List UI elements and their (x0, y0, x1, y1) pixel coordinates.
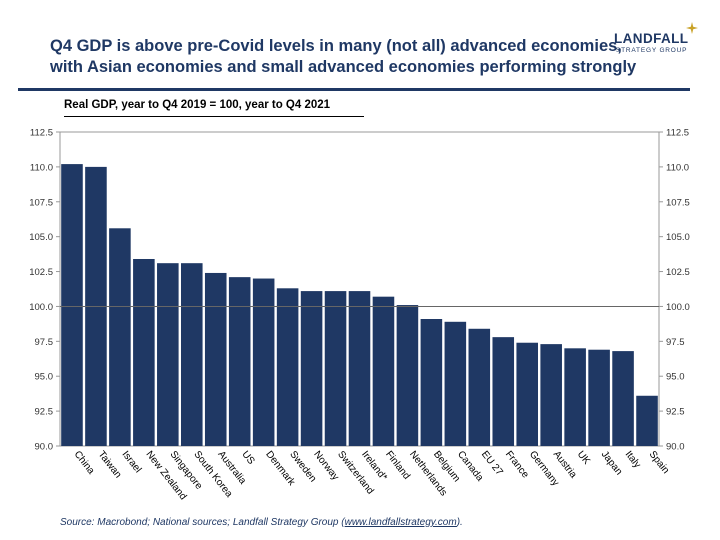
bar-singapore (157, 263, 179, 446)
x-tick-label: UK (575, 449, 592, 467)
star-icon (686, 22, 698, 34)
bar-austria (540, 344, 562, 446)
x-tick-label: Israel (120, 449, 144, 475)
x-tick-label: US (239, 449, 256, 467)
bar-belgium (420, 319, 443, 446)
bar-new-zealand (133, 258, 155, 446)
bar-finland (372, 296, 395, 446)
bar-south-korea (180, 263, 203, 446)
bar-china (61, 164, 83, 446)
y-tick-label-left: 112.5 (30, 128, 53, 139)
x-tick-label: China (72, 449, 97, 477)
y-tick-label-left: 97.5 (35, 337, 54, 348)
y-tick-label-left: 105.0 (29, 232, 53, 243)
y-tick-label-right: 95.0 (666, 372, 685, 383)
y-tick-label-right: 105.0 (666, 232, 690, 243)
bar-us (228, 277, 251, 446)
x-tick-label: France (503, 449, 531, 481)
chart-title: Q4 GDP is above pre-Covid levels in many… (50, 36, 637, 78)
y-tick-label-right: 97.5 (666, 337, 685, 348)
y-tick-label-left: 100.0 (29, 302, 53, 313)
y-tick-label-left: 102.5 (29, 267, 53, 278)
bar-netherlands (396, 305, 419, 446)
y-tick-label-left: 95.0 (35, 372, 54, 383)
bar-france (492, 337, 515, 446)
source-note: Source: Macrobond; National sources; Lan… (60, 517, 463, 528)
bar-eu-27 (468, 328, 491, 446)
x-tick-label: Taiwan (96, 449, 124, 480)
x-tick-label: Spain (647, 449, 671, 476)
chart-subtitle: Real GDP, year to Q4 2019 = 100, year to… (64, 99, 331, 111)
logo-tagline: STRATEGY GROUP (616, 47, 688, 54)
bar-italy (612, 351, 634, 446)
bar-ireland (348, 291, 371, 446)
y-tick-label-right: 92.5 (666, 407, 685, 418)
bar-sweden (276, 288, 299, 446)
source-prefix: Source: Macrobond; National sources; Lan… (60, 517, 345, 528)
bar-uk (564, 348, 586, 446)
bar-denmark (252, 278, 275, 446)
bar-spain (636, 395, 658, 446)
bar-switzerland (324, 291, 347, 446)
bar-norway (300, 291, 323, 446)
landfall-logo: LANDFALL STRATEGY GROUP (612, 22, 702, 62)
y-tick-label-right: 107.5 (666, 197, 690, 208)
x-tick-label: Japan (599, 449, 624, 477)
subtitle-underline (64, 116, 364, 117)
source-link[interactable]: www.landfallstrategy.com (344, 517, 457, 528)
y-tick-label-right: 102.5 (666, 267, 690, 278)
y-tick-label-right: 112.5 (666, 128, 689, 139)
y-tick-label-right: 110.0 (666, 162, 689, 173)
title-line-1: Q4 GDP is above pre-Covid levels in many… (50, 37, 622, 55)
y-tick-label-left: 90.0 (35, 442, 54, 453)
title-line-2: with Asian economies and small advanced … (50, 58, 637, 76)
y-tick-label-left: 110.0 (30, 162, 53, 173)
logo-wordmark: LANDFALL (614, 31, 689, 46)
y-tick-label-left: 107.5 (29, 197, 53, 208)
bar-germany (516, 342, 539, 446)
bar-israel (109, 228, 131, 446)
header-divider (18, 88, 690, 91)
bar-japan (588, 349, 610, 446)
x-tick-label: Italy (623, 449, 643, 470)
bar-australia (204, 272, 227, 446)
y-tick-label-right: 100.0 (666, 302, 690, 313)
bar-canada (444, 321, 467, 446)
source-suffix: ). (456, 517, 463, 528)
y-tick-label-right: 90.0 (666, 442, 685, 453)
y-tick-label-left: 92.5 (35, 407, 54, 418)
